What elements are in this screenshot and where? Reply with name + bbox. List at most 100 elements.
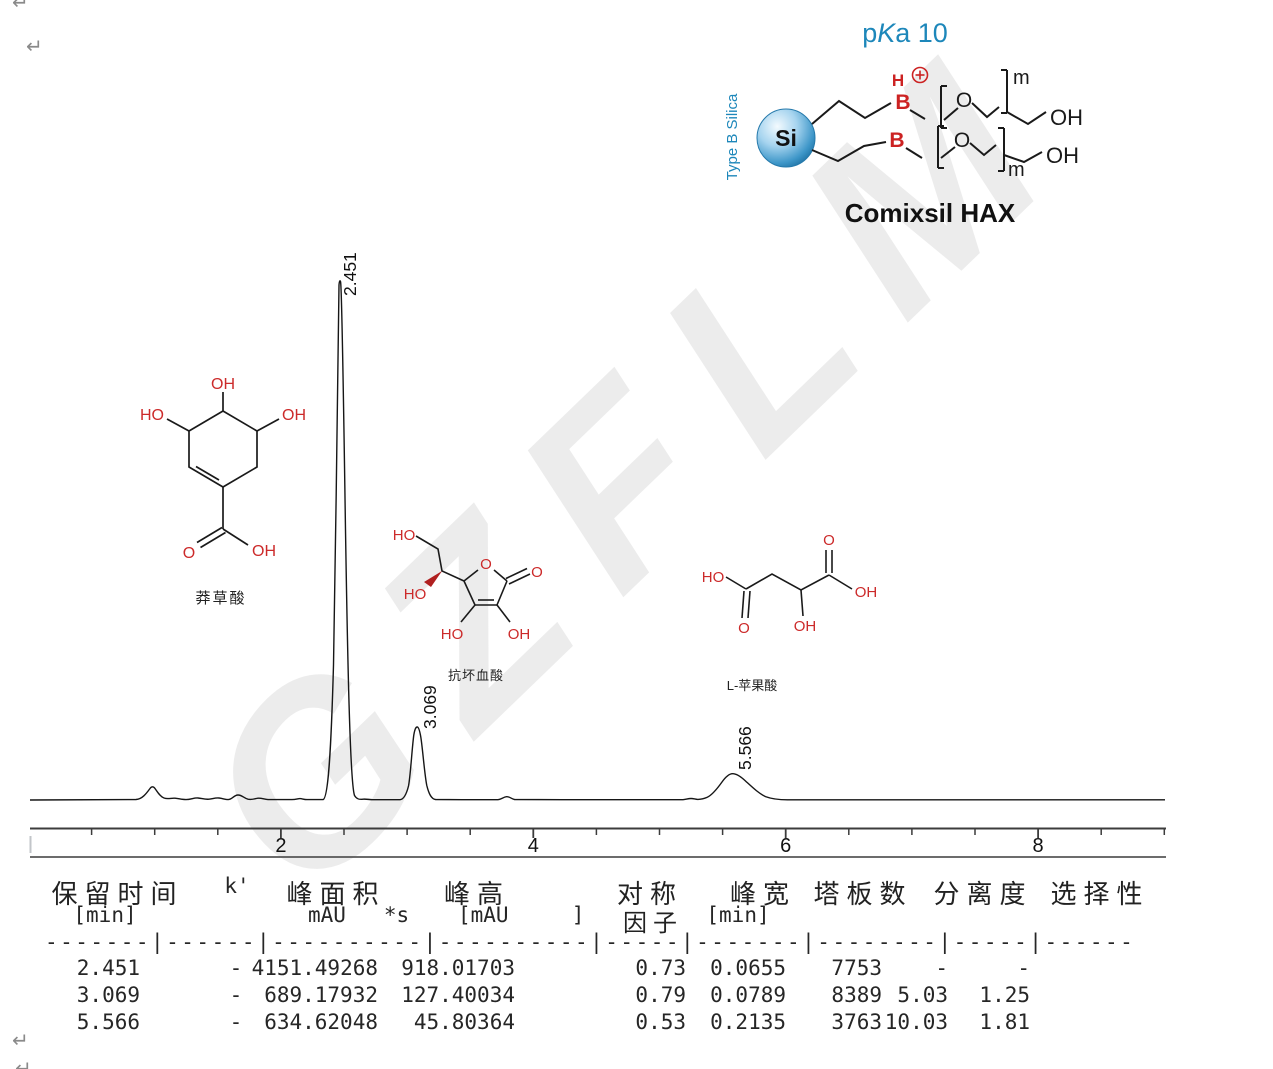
molecule-name: 莽草酸: [195, 590, 246, 607]
x-tick-label: 4: [528, 835, 539, 857]
col-header-selectivity: 选择性: [1050, 879, 1150, 909]
cell-area: 634.62048: [264, 1010, 378, 1034]
oxygen-label: O: [480, 556, 492, 573]
cell-height: 127.40034: [401, 983, 515, 1007]
x-axis: 2 4 6 8: [29, 827, 1166, 858]
cell-plates: 3763: [831, 1010, 882, 1034]
subheader-factor: 因子: [623, 910, 683, 937]
hydroxyl-label: HO: [441, 626, 464, 643]
cell-plates: 7753: [831, 956, 882, 980]
hydroxyl-label: OH: [1046, 143, 1079, 168]
cell-selectivity: -: [1017, 956, 1030, 980]
major-ticks: [280, 829, 1039, 838]
boron-label: B: [889, 129, 904, 152]
column-name: Comixsil HAX: [845, 198, 1016, 228]
cell-symmetry: 0.73: [635, 956, 686, 980]
return-mark: ↵: [12, 0, 29, 14]
col-header-plates: 塔板数: [813, 879, 913, 909]
open-bracket: [940, 85, 947, 129]
oxygen-label: O: [531, 564, 543, 581]
m-repeat-label: m: [1008, 159, 1025, 181]
x-tick-label: 8: [1033, 835, 1044, 857]
oxygen-label: O: [823, 532, 835, 549]
hydroxyl-label: HO: [140, 407, 164, 424]
col-header-peak-height: 峰高: [443, 879, 510, 909]
cell-resolution: 10.03: [884, 1010, 948, 1034]
cell-retention: 2.451: [76, 956, 140, 980]
unit-min: [min]: [706, 903, 770, 927]
return-mark: ↵: [15, 1056, 32, 1069]
hydroxyl-label: OH: [252, 543, 276, 560]
peak-label: 2.451: [340, 252, 360, 296]
pka-label: pKa 10: [862, 18, 948, 48]
molecule-shikimic-acid: OH HO OH O OH 莽草酸: [140, 376, 306, 607]
hydroxyl-label: HO: [702, 569, 725, 586]
bonds: [725, 550, 853, 619]
close-bracket: [1001, 69, 1008, 114]
cell-symmetry: 0.53: [635, 1010, 686, 1034]
cell-selectivity: 1.25: [979, 983, 1030, 1007]
upper-arm-bonds: [811, 69, 1047, 129]
cell-k: -: [229, 956, 243, 980]
hydroxyl-label: HO: [393, 527, 416, 544]
cell-k: -: [229, 1010, 243, 1034]
cell-plates: 8389: [831, 983, 882, 1007]
cell-selectivity: 1.81: [979, 1010, 1030, 1034]
return-mark: ↵: [12, 1028, 29, 1052]
cell-symmetry: 0.79: [635, 983, 686, 1007]
table-row: 3.069 - 689.17932 127.40034 0.79 0.0789 …: [0, 983, 1273, 1011]
molecule-name: L-苹果酸: [727, 678, 778, 693]
cell-retention: 5.566: [76, 1010, 140, 1034]
peak-label: 5.566: [735, 726, 755, 770]
chromatogram-trace: [29, 280, 1165, 801]
unit-mau-s: mAU *s: [308, 903, 410, 927]
oxygen-label: O: [738, 620, 750, 637]
si-label: Si: [775, 125, 797, 151]
m-repeat-label: m: [1013, 67, 1030, 89]
close-bracket: [998, 127, 1005, 172]
molecule-name: 抗坏血酸: [448, 668, 504, 683]
table-subheader-row: [min] mAU *s [mAU ] 因子 [min]: [0, 903, 1273, 937]
cell-height: 918.01703: [401, 956, 515, 980]
peak-label: 3.069: [420, 685, 440, 729]
boron-label: B: [895, 91, 910, 114]
type-b-silica-label: Type B Silica: [724, 93, 741, 180]
cell-resolution: 5.03: [897, 983, 948, 1007]
x-tick-label: 6: [780, 835, 791, 857]
oxygen-label: O: [183, 545, 195, 562]
hydroxyl-label: OH: [282, 407, 306, 424]
minor-ticks: [90, 829, 1166, 835]
cell-retention: 3.069: [76, 983, 140, 1007]
bonds: [166, 392, 280, 549]
open-bracket: [937, 125, 944, 169]
column-chemistry-diagram: pKa 10 Type B Silica Si B H O m: [724, 18, 1083, 228]
table-header-row: 保留时间 k' 峰面积 峰高 对称 峰宽 塔板数 分离度 选择性: [0, 874, 1273, 909]
hydroxyl-label: OH: [1050, 105, 1083, 130]
cell-area: 689.17932: [264, 983, 378, 1007]
bonds: [415, 535, 531, 623]
proton-label: H: [892, 71, 904, 90]
unit-min: [min]: [73, 903, 137, 927]
oxygen-label: O: [956, 89, 972, 112]
col-header-peak-width: 峰宽: [729, 879, 796, 909]
table-row: 5.566 - 634.62048 45.80364 0.53 0.2135 3…: [0, 1010, 1273, 1038]
cell-width: 0.0789: [710, 983, 786, 1007]
hydroxyl-label: OH: [508, 626, 531, 643]
col-header-symmetry: 对称: [616, 879, 683, 909]
hydroxyl-label: OH: [794, 618, 817, 635]
return-mark: ↵: [26, 34, 43, 58]
separator-line: -------|------|----------|----------|---…: [45, 930, 1136, 954]
lower-arm-bonds: [811, 125, 1043, 172]
col-header-k-prime: k': [224, 874, 250, 898]
unit-mau: [mAU ]: [458, 903, 585, 927]
molecule-l-malic-acid: HO O OH O OH L-苹果酸: [702, 532, 878, 693]
col-header-resolution: 分离度: [933, 879, 1033, 909]
plus-charge-icon: [911, 66, 929, 84]
cell-area: 4151.49268: [251, 956, 378, 980]
molecule-ascorbic-acid: HO HO O O HO OH 抗坏血酸: [393, 527, 543, 683]
col-header-retention-time: 保留时间: [51, 879, 184, 909]
cell-width: 0.2135: [710, 1010, 786, 1034]
x-tick-label: 2: [275, 835, 286, 857]
cell-resolution: -: [935, 956, 948, 980]
